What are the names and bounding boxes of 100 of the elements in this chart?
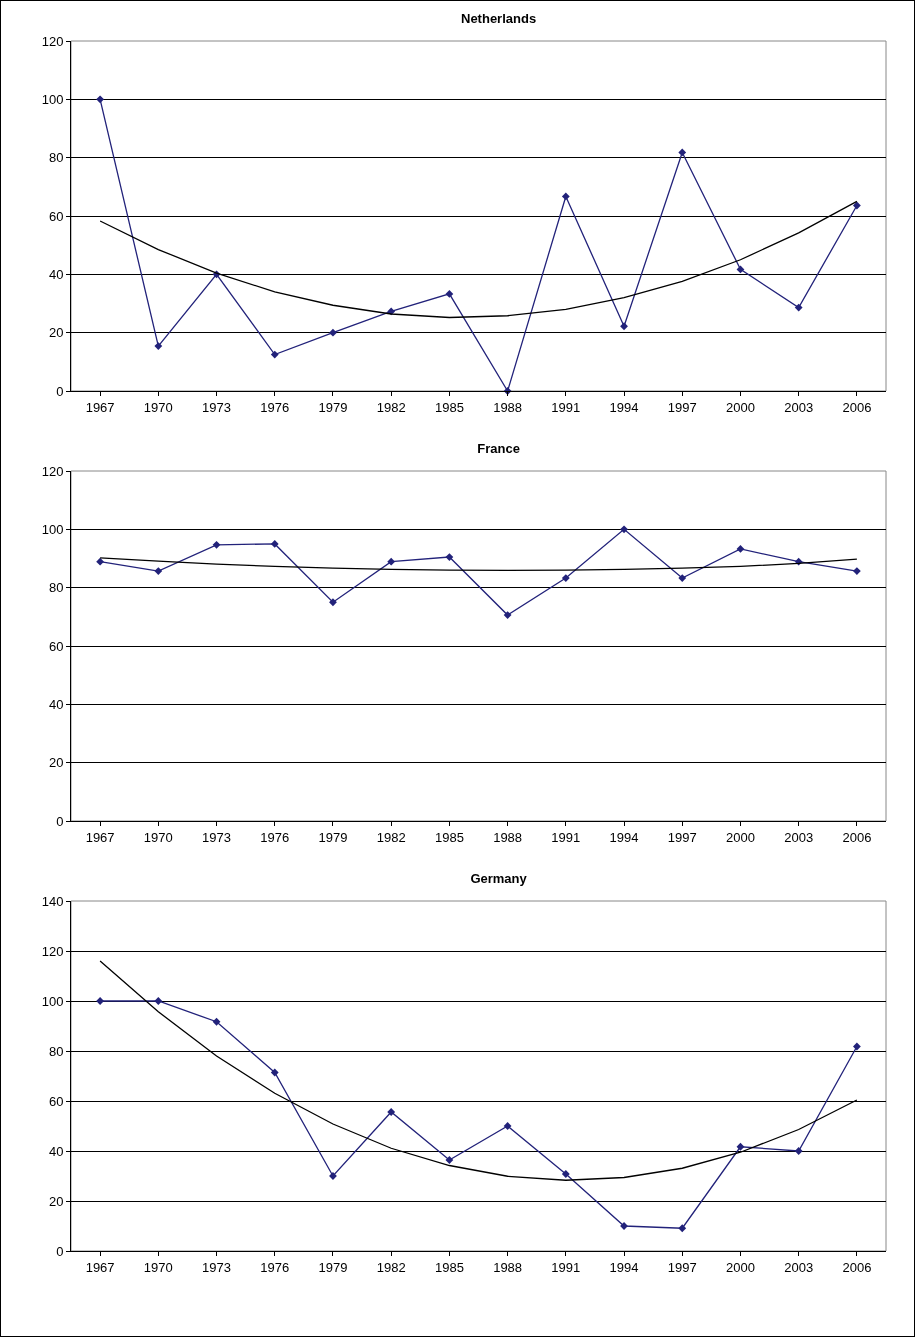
x-tick-label: 1982 bbox=[376, 1259, 406, 1275]
chart-title: Germany bbox=[470, 871, 528, 886]
y-tick-label: 0 bbox=[56, 1243, 64, 1259]
x-tick-label: 1991 bbox=[551, 1259, 581, 1275]
x-tick-label: 1970 bbox=[143, 1259, 173, 1275]
point bbox=[561, 574, 570, 582]
x-tick-label: 1997 bbox=[667, 399, 697, 415]
x-tick-label: 1988 bbox=[493, 829, 523, 845]
y-tick-label: 60 bbox=[48, 638, 64, 654]
y-tick-label: 80 bbox=[48, 580, 64, 596]
x-tick-label: 1970 bbox=[143, 399, 173, 415]
y-tick-label: 20 bbox=[48, 1193, 64, 1209]
y-tick-label: 100 bbox=[41, 993, 64, 1009]
point bbox=[212, 540, 221, 549]
point bbox=[212, 1017, 221, 1026]
x-tick-label: 2000 bbox=[726, 399, 755, 415]
x-tick-label: 1994 bbox=[609, 1259, 639, 1275]
point bbox=[96, 997, 105, 1005]
x-tick-label: 1979 bbox=[318, 1259, 348, 1275]
x-tick-label: 1988 bbox=[493, 1259, 523, 1275]
point bbox=[154, 567, 163, 575]
point bbox=[154, 342, 163, 350]
x-tick-label: 2003 bbox=[784, 1259, 814, 1275]
y-tick-label: 60 bbox=[48, 208, 64, 224]
x-tick-label: 1976 bbox=[260, 829, 290, 845]
x-tick-label: 1976 bbox=[260, 399, 290, 415]
x-tick-label: 1973 bbox=[202, 1259, 231, 1275]
y-tick-label: 120 bbox=[41, 943, 64, 959]
point bbox=[445, 289, 454, 298]
x-tick-label: 1991 bbox=[551, 829, 581, 845]
chart-title: Netherlands bbox=[461, 11, 537, 26]
point bbox=[852, 1042, 861, 1051]
x-tick-label: 1979 bbox=[318, 399, 348, 415]
point bbox=[270, 540, 279, 548]
x-tick-label: 2006 bbox=[842, 829, 872, 845]
x-tick-label: 1988 bbox=[493, 399, 523, 415]
point bbox=[329, 598, 337, 607]
x-tick-label: 1982 bbox=[376, 399, 406, 415]
x-tick-label: 1976 bbox=[260, 1259, 290, 1275]
point bbox=[678, 1224, 687, 1233]
x-tick-label: 1997 bbox=[667, 1259, 697, 1275]
point bbox=[561, 192, 570, 201]
x-tick-label: 1994 bbox=[609, 399, 639, 415]
point bbox=[852, 201, 861, 210]
point bbox=[678, 574, 687, 582]
x-tick-label: 2000 bbox=[726, 829, 755, 845]
y-tick-label: 140 bbox=[41, 893, 64, 909]
x-tick-label: 1967 bbox=[85, 829, 115, 845]
point bbox=[387, 557, 396, 566]
y-tick-label: 20 bbox=[48, 755, 64, 771]
point bbox=[503, 1122, 512, 1130]
y-tick-label: 100 bbox=[41, 521, 64, 537]
x-tick-label: 1985 bbox=[434, 1259, 464, 1275]
x-tick-label: 1967 bbox=[85, 399, 115, 415]
x-tick-label: 1991 bbox=[551, 399, 581, 415]
x-tick-label: 1973 bbox=[202, 829, 231, 845]
y-tick-label: 80 bbox=[48, 150, 64, 166]
y-tick-label: 120 bbox=[41, 463, 64, 479]
point bbox=[736, 1142, 745, 1151]
point bbox=[96, 557, 105, 566]
point bbox=[445, 553, 454, 561]
y-tick-label: 20 bbox=[48, 325, 64, 341]
point bbox=[736, 265, 745, 274]
point bbox=[561, 1170, 570, 1178]
x-tick-label: 2006 bbox=[842, 1259, 872, 1275]
y-tick-label: 40 bbox=[48, 1143, 64, 1159]
point bbox=[678, 148, 687, 157]
point bbox=[329, 328, 337, 337]
point bbox=[794, 1147, 803, 1155]
chart-title: France bbox=[477, 441, 520, 456]
point bbox=[503, 611, 512, 619]
point bbox=[270, 350, 279, 359]
point bbox=[270, 1068, 279, 1077]
point bbox=[154, 997, 163, 1005]
point bbox=[387, 1108, 396, 1116]
point bbox=[620, 525, 628, 534]
x-tick-label: 1994 bbox=[609, 829, 639, 845]
y-tick-label: 120 bbox=[41, 33, 64, 49]
point bbox=[852, 567, 861, 575]
point bbox=[794, 303, 803, 312]
x-tick-label: 1985 bbox=[434, 399, 464, 415]
x-tick-label: 1979 bbox=[318, 829, 348, 845]
y-tick-label: 0 bbox=[56, 383, 64, 399]
x-tick-label: 1985 bbox=[434, 829, 464, 845]
y-tick-label: 80 bbox=[48, 1043, 64, 1059]
x-tick-label: 2006 bbox=[842, 399, 872, 415]
y-tick-label: 60 bbox=[48, 1093, 64, 1109]
x-tick-label: 1967 bbox=[85, 1259, 115, 1275]
x-tick-label: 2003 bbox=[784, 829, 814, 845]
y-tick-label: 100 bbox=[41, 91, 64, 107]
point bbox=[96, 95, 105, 104]
x-tick-label: 2000 bbox=[726, 1259, 755, 1275]
y-tick-label: 0 bbox=[56, 813, 64, 829]
x-tick-label: 1997 bbox=[667, 829, 697, 845]
point bbox=[620, 322, 628, 331]
x-tick-label: 1982 bbox=[376, 829, 406, 845]
y-tick-label: 40 bbox=[48, 696, 64, 712]
x-tick-label: 1970 bbox=[143, 829, 173, 845]
point bbox=[736, 544, 745, 553]
x-tick-label: 1973 bbox=[202, 399, 231, 415]
